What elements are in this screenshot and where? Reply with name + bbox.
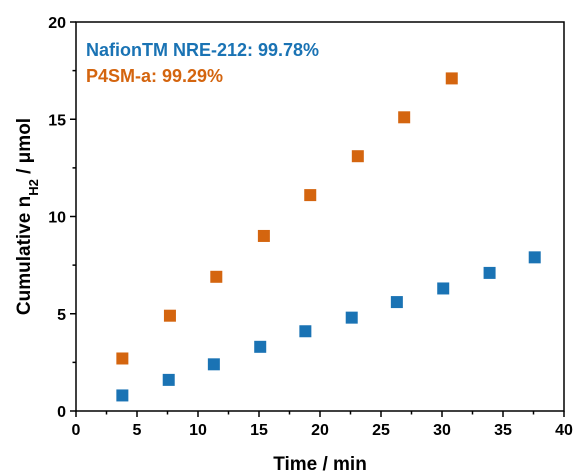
data-point — [304, 189, 317, 202]
data-point — [163, 309, 176, 322]
data-point — [390, 296, 403, 309]
y-tick-label: 5 — [57, 307, 66, 324]
y-tick-label: 10 — [48, 210, 66, 227]
series-2 — [116, 72, 458, 365]
x-tick-label: 40 — [555, 422, 573, 439]
x-tick-label: 0 — [72, 422, 81, 439]
x-tick-label: 15 — [250, 422, 268, 439]
data-point — [254, 340, 267, 353]
data-point — [483, 266, 496, 279]
data-point — [257, 229, 270, 242]
y-axis-title-suffix: / μmol — [14, 118, 35, 179]
y-tick-label: 15 — [48, 112, 66, 129]
data-point — [116, 352, 129, 365]
data-point — [351, 150, 364, 163]
legend-entry: P4SM-a: 99.29% — [86, 66, 223, 86]
legend: NafionTM NRE-212: 99.78% P4SM-a: 99.29% — [86, 40, 319, 86]
y-axis-title: Cumulative nH2 / μmol — [14, 118, 41, 315]
data-point — [437, 282, 450, 295]
data-point — [299, 325, 312, 338]
x-tick-label: 30 — [433, 422, 451, 439]
data-point — [345, 311, 358, 324]
series-1 — [116, 251, 541, 402]
x-tick-label: 20 — [311, 422, 329, 439]
data-point — [116, 389, 129, 402]
y-tick-label: 20 — [48, 15, 66, 32]
data-marks — [116, 72, 541, 402]
data-point — [445, 72, 458, 85]
x-axis-title: Time / min — [273, 454, 367, 475]
data-point — [528, 251, 541, 264]
y-tick-label: 0 — [57, 404, 66, 421]
data-point — [210, 270, 223, 283]
y-axis-title-subscript: H2 — [26, 179, 41, 196]
y-axis-title-prefix: Cumulative n — [14, 196, 35, 315]
axis-ticks: 0 5 10 15 20 25 30 35 40 0 5 10 15 20 — [48, 15, 573, 439]
data-point — [162, 373, 175, 386]
x-tick-label: 35 — [494, 422, 512, 439]
x-tick-label: 25 — [372, 422, 390, 439]
data-point — [398, 111, 411, 124]
x-tick-label: 10 — [189, 422, 207, 439]
x-tick-label: 5 — [133, 422, 142, 439]
plot-frame — [75, 21, 565, 412]
legend-entry: NafionTM NRE-212: 99.78% — [86, 40, 319, 60]
data-point — [207, 358, 220, 371]
